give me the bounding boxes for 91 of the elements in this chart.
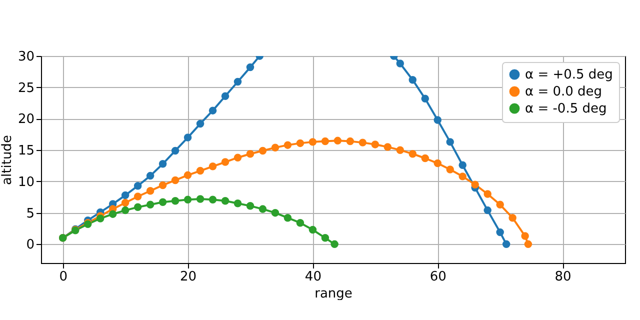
x-tick-label: 0 xyxy=(59,270,68,284)
point xyxy=(434,159,442,168)
point xyxy=(146,187,154,195)
point xyxy=(484,190,492,198)
point xyxy=(234,154,242,162)
point xyxy=(296,218,304,227)
point xyxy=(234,200,242,208)
y-tick-label: 20 xyxy=(18,112,34,128)
point xyxy=(158,160,167,168)
point xyxy=(284,214,292,222)
point xyxy=(258,205,267,213)
point xyxy=(524,240,532,248)
point xyxy=(408,76,417,84)
point xyxy=(134,192,142,200)
x-tick-label: 20 xyxy=(180,270,197,284)
point xyxy=(184,196,192,204)
point xyxy=(358,138,367,146)
point xyxy=(334,136,342,145)
legend-label: α = -0.5 deg xyxy=(525,102,607,116)
point xyxy=(121,206,130,214)
point xyxy=(446,138,454,146)
y-tick-label: 5 xyxy=(26,206,34,222)
y-axis-title: altitude xyxy=(0,135,15,185)
y-tick-label: 30 xyxy=(18,50,34,64)
point xyxy=(171,197,180,205)
point xyxy=(330,240,338,248)
x-tick-label: 40 xyxy=(304,270,322,284)
point xyxy=(446,166,454,174)
point xyxy=(321,137,330,146)
x-tick-label: 80 xyxy=(554,270,572,284)
y-tick-label: 10 xyxy=(18,174,34,190)
y-tick-label: 25 xyxy=(18,80,34,96)
point xyxy=(384,143,392,151)
point xyxy=(308,138,317,146)
point xyxy=(196,195,204,203)
point xyxy=(246,150,254,158)
point xyxy=(208,106,217,114)
point xyxy=(146,172,154,180)
point xyxy=(458,161,466,170)
point xyxy=(296,139,304,148)
point xyxy=(271,208,280,217)
point xyxy=(421,154,429,162)
point xyxy=(221,197,230,205)
point xyxy=(508,214,516,222)
point xyxy=(496,200,504,209)
point xyxy=(96,214,104,222)
point xyxy=(346,137,354,146)
legend-label: α = +0.5 deg xyxy=(525,68,613,82)
point xyxy=(221,92,230,100)
point xyxy=(184,134,192,142)
point xyxy=(134,203,142,212)
point xyxy=(258,146,267,155)
point xyxy=(502,240,510,248)
point xyxy=(308,226,317,234)
point xyxy=(421,94,429,103)
point xyxy=(371,140,380,148)
point xyxy=(208,196,217,204)
point xyxy=(208,162,217,170)
point xyxy=(134,182,142,190)
point xyxy=(496,228,504,236)
point xyxy=(234,78,242,86)
y-tick-label: 0 xyxy=(26,238,34,253)
point xyxy=(284,141,292,149)
point xyxy=(196,120,204,128)
x-axis-title: range xyxy=(314,286,352,302)
point xyxy=(158,181,167,190)
point xyxy=(458,172,466,180)
point xyxy=(471,180,479,188)
point xyxy=(246,63,254,72)
point xyxy=(171,146,180,155)
point xyxy=(321,234,330,242)
point xyxy=(246,202,254,210)
point xyxy=(171,176,180,184)
point xyxy=(121,198,130,207)
point xyxy=(396,146,404,154)
point xyxy=(108,210,117,218)
point xyxy=(521,232,529,240)
point xyxy=(221,158,230,166)
point xyxy=(271,144,280,152)
point xyxy=(484,206,492,214)
x-tick-label: 60 xyxy=(430,270,446,284)
point xyxy=(434,116,442,124)
point xyxy=(408,150,417,158)
point xyxy=(121,191,130,200)
legend-label: α = 0.0 deg xyxy=(525,84,602,100)
point xyxy=(146,200,154,209)
y-tick-label: 15 xyxy=(18,144,34,159)
point xyxy=(396,60,404,68)
point xyxy=(196,166,204,175)
point xyxy=(158,198,167,206)
point xyxy=(184,171,192,180)
